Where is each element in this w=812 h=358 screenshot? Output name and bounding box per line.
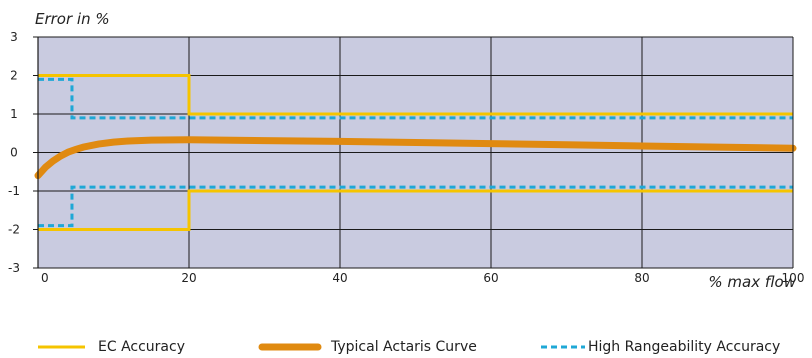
y-axis-title: Error in % (35, 10, 110, 28)
series-line-high-rangeability-accuracy-1 (38, 77, 793, 120)
series-line-ec-accuracy-2 (38, 189, 793, 231)
x-tick-label: 60 (483, 271, 498, 285)
x-axis-title: % max flow (708, 273, 796, 291)
axes: 0 20 40 60 80 100 3 2 1 0 -1 -2 -3 (8, 30, 804, 285)
legend: EC Accuracy Typical Actaris Curve High R… (38, 339, 780, 355)
y-tick-label: -1 (8, 184, 20, 198)
legend-label-high-rangeability-accuracy: High Rangeability Accuracy (588, 339, 780, 355)
series-line-ec-accuracy-1 (38, 74, 793, 116)
y-tick-label: -2 (8, 223, 20, 237)
y-tick-label: 1 (10, 107, 18, 121)
y-tick-label: 3 (10, 30, 18, 44)
y-tick-label: 2 (10, 69, 18, 83)
series-group (34, 74, 797, 231)
x-tick-label: 100 (782, 271, 805, 285)
x-tick-label: 80 (634, 271, 649, 285)
y-tick-label: -3 (8, 261, 20, 275)
legend-label-typical-actaris-curve: Typical Actaris Curve (330, 339, 477, 355)
x-tick-label: 0 (41, 271, 49, 285)
x-tick-label: 40 (332, 271, 347, 285)
legend-label-ec-accuracy: EC Accuracy (98, 339, 185, 355)
y-tick-label: 0 (10, 146, 18, 160)
x-tick-label: 20 (181, 271, 196, 285)
series-line-high-rangeability-accuracy-2 (38, 185, 793, 228)
series-line-typical-actaris-curve (34, 136, 797, 180)
